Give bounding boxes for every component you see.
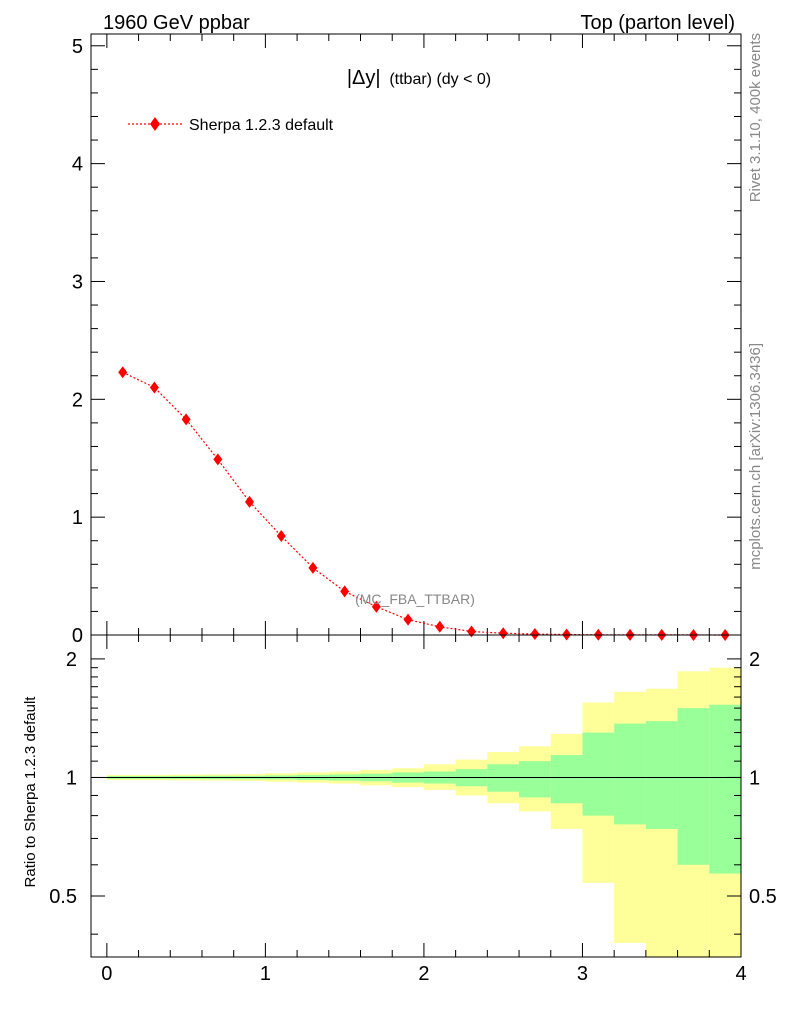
mcplots-label: mcplots.cern.ch [arXiv:1306.3436] [747,343,764,570]
x-tick-label: 1 [260,963,271,985]
analysis-label: (MC_FBA_TTBAR) [355,591,475,607]
data-point-marker [213,453,223,466]
x-tick-label: 4 [735,963,746,985]
ratio-band-inner [677,708,710,865]
data-point-marker [276,530,286,543]
ratio-band-inner [582,732,615,816]
main-y-tick-label: 3 [72,271,83,293]
data-point-marker [371,600,381,613]
data-point-marker [466,625,476,638]
ratio-y-axis-label: Ratio to Sherpa 1.2.3 default [22,696,39,888]
ratio-band-inner [487,764,520,792]
ratio-axis-ticks [91,635,742,957]
main-y-tick-label: 2 [72,389,83,411]
ratio-band-inner [550,755,583,804]
ratio-y-tick-label-left: 2 [66,649,77,671]
data-point-marker [181,413,191,426]
data-point-marker [498,627,508,640]
rivet-version-label: Rivet 3.1.10, 400k events [747,33,764,202]
ratio-y-tick-label-left: 1 [66,767,77,789]
main-y-tick-label: 1 [72,507,83,529]
data-point-marker [435,620,445,633]
header-process-label: Top (parton level) [580,12,735,34]
ratio-y-tick-label-left: 0.5 [49,886,77,908]
data-point-marker [340,585,350,598]
data-point-marker [118,366,128,379]
x-tick-label: 2 [418,963,429,985]
ratio-y-tick-label-right: 0.5 [749,886,777,908]
ratio-plot-panel: 0.5 0.5 1 1 2 2 [49,634,777,958]
x-tick-label: 3 [577,963,588,985]
legend-marker-icon [150,117,160,131]
data-point-marker [149,381,159,394]
data-point-marker [245,495,255,508]
x-tick-label: 0 [101,963,112,985]
ratio-band-inner [614,723,646,825]
plot-title: |Δy| (ttbar) (dy < 0) [347,67,491,89]
legend: Sherpa 1.2.3 default [128,117,334,134]
main-plot-panel: 0 1 2 3 4 5 [72,33,742,647]
data-point-marker [530,628,540,641]
ratio-band-inner [709,704,741,874]
data-point-marker [403,613,413,626]
plot-title-sub: (ttbar) (dy < 0) [389,71,491,88]
x-tick-labels: 0 1 2 3 4 [101,963,746,985]
ratio-y-tick-label-right: 1 [749,767,760,789]
main-y-tick-label: 4 [72,154,83,176]
legend-label: Sherpa 1.2.3 default [189,117,334,134]
main-y-tick-label: 0 [72,625,83,647]
ratio-plot-frame [90,634,742,958]
ratio-uncertainty-bands [106,667,741,957]
main-axis-ticks [91,34,742,636]
ratio-band-inner [645,721,678,829]
plot-title-main: |Δy| [347,67,381,89]
main-y-tick-label: 5 [72,36,83,58]
ratio-band-inner [519,761,551,798]
ratio-y-tick-label-right: 2 [749,649,760,671]
ratio-y-tick-labels: 0.5 0.5 1 1 2 2 [49,649,777,908]
header-collision-label: 1960 GeV ppbar [103,12,250,34]
main-y-tick-labels: 0 1 2 3 4 5 [72,36,83,647]
data-point-marker [308,561,318,574]
series-line-sherpa [122,371,726,636]
